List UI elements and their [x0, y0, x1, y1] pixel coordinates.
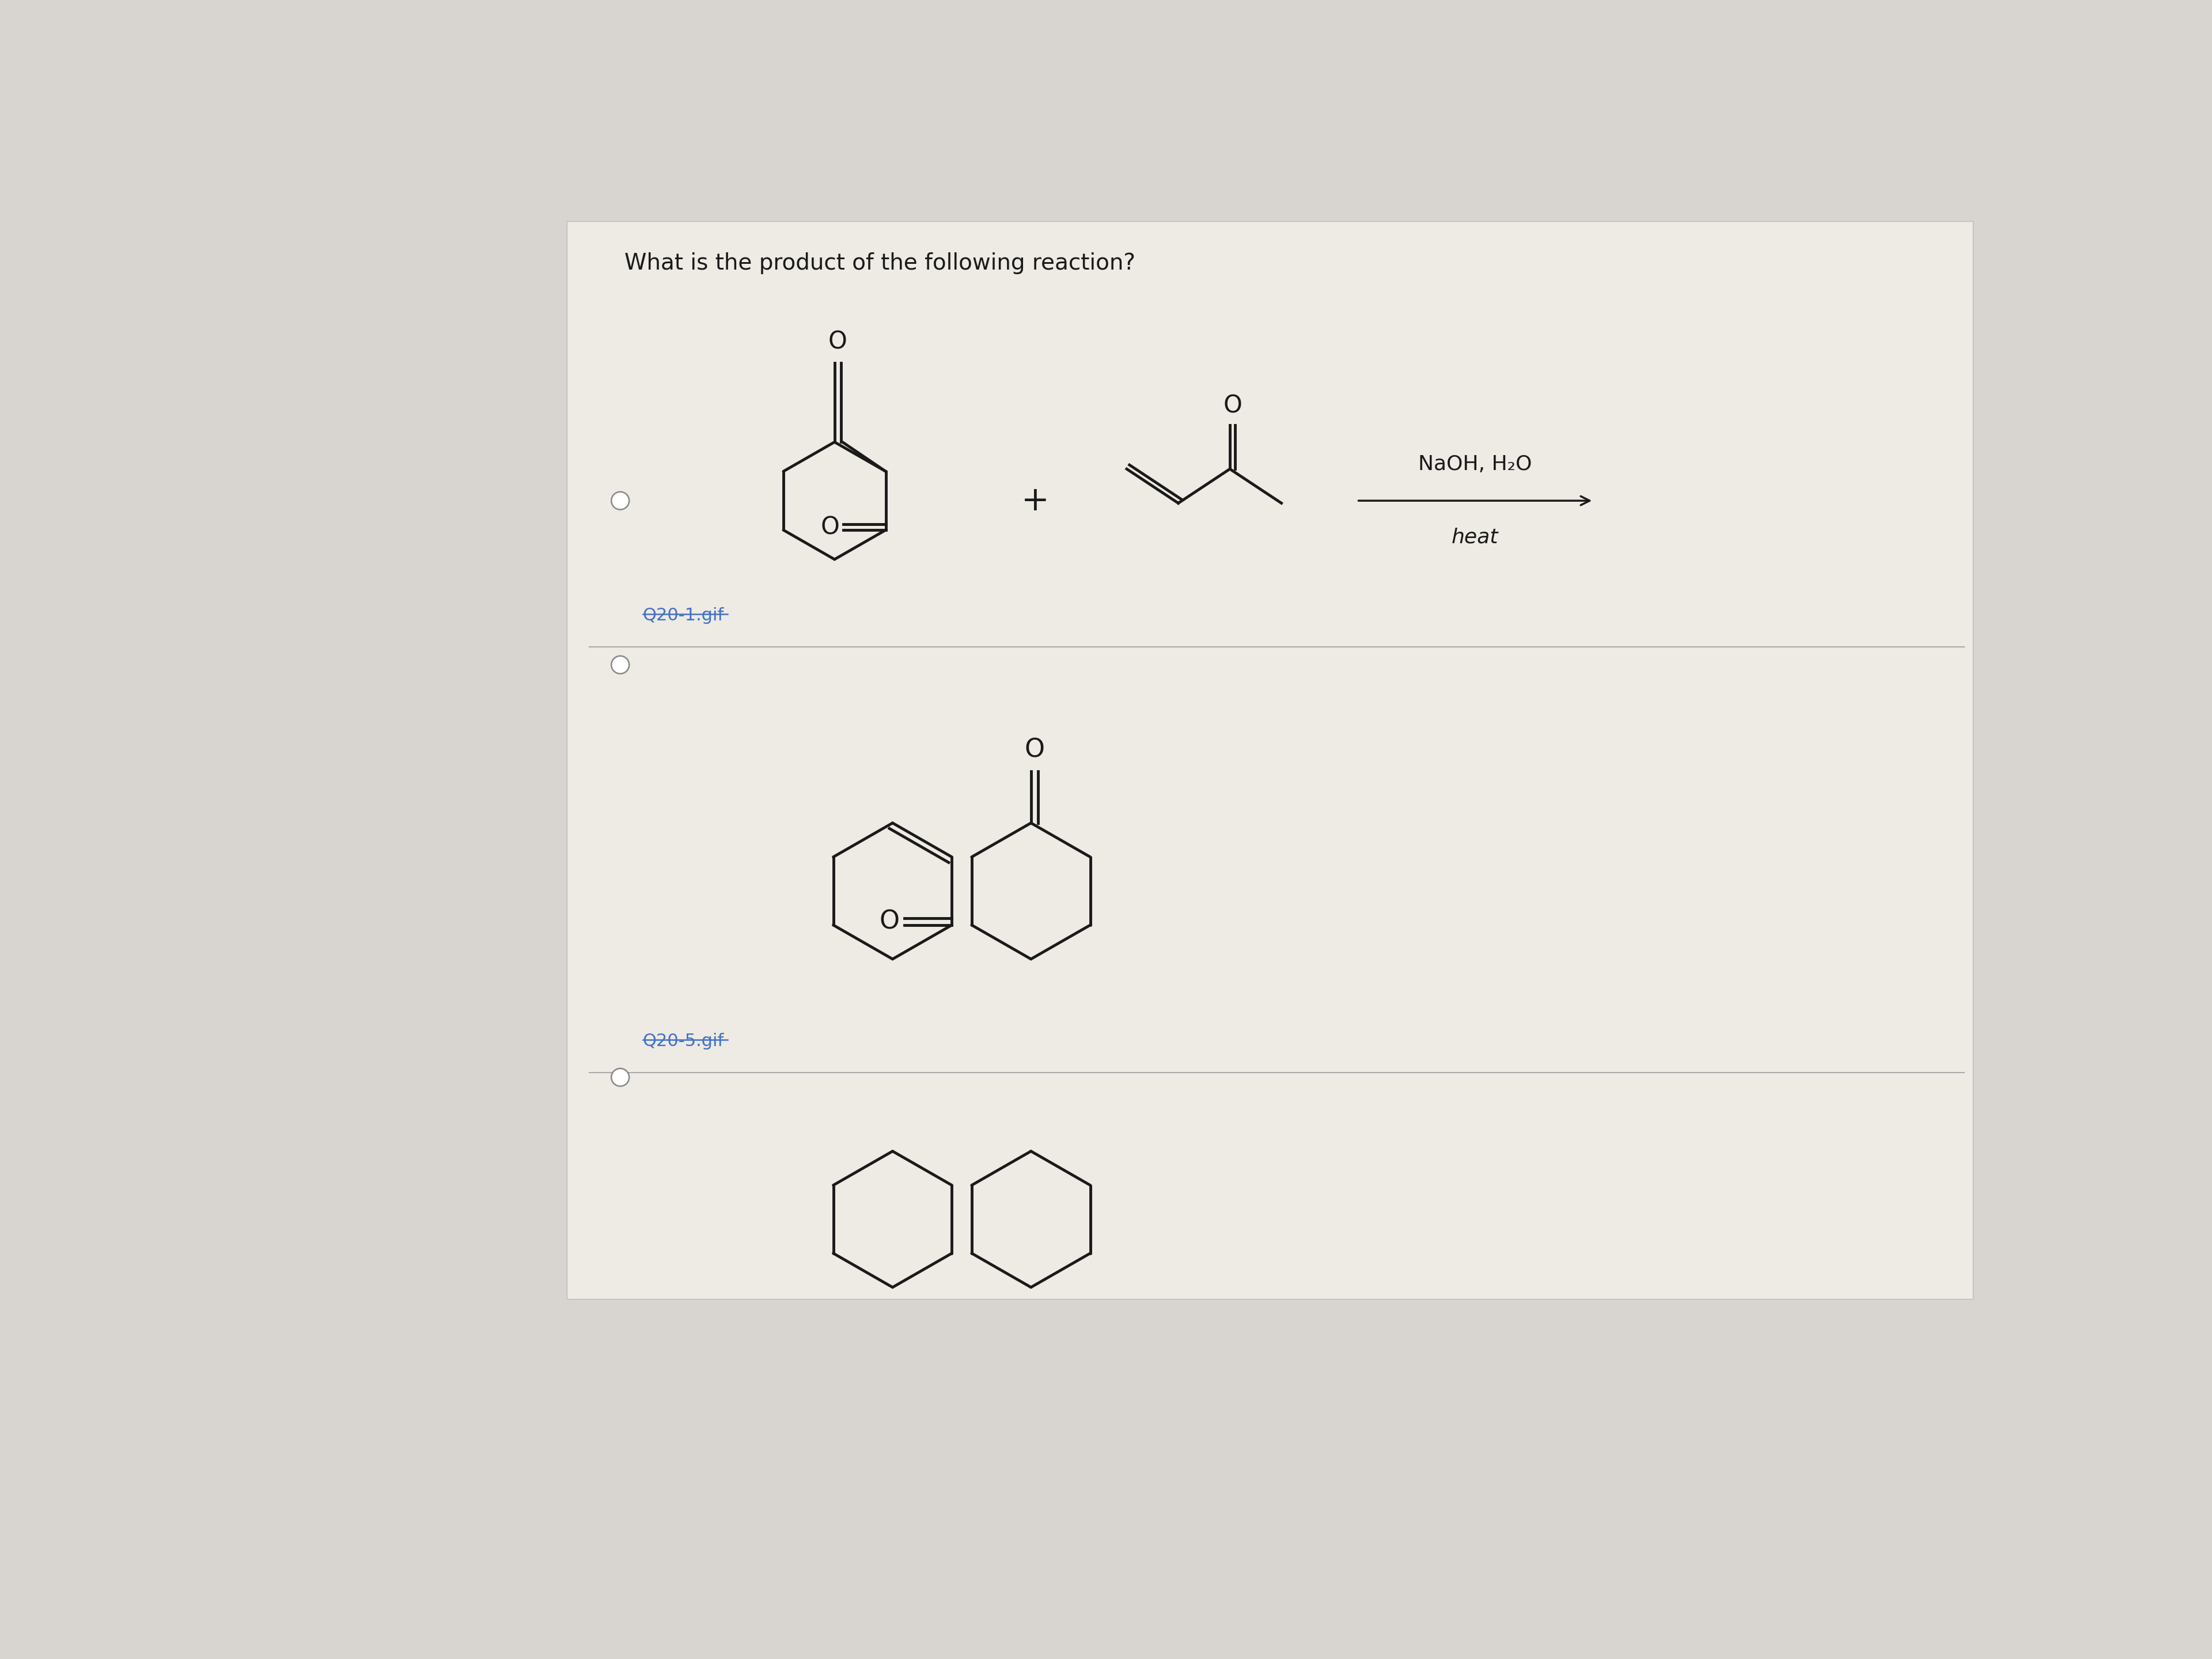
Text: O: O	[880, 909, 900, 934]
Text: +: +	[1022, 484, 1048, 518]
Text: heat: heat	[1451, 528, 1498, 547]
Text: O: O	[821, 516, 841, 539]
Text: O: O	[1024, 738, 1044, 763]
Circle shape	[611, 655, 628, 674]
Text: NaOH, H₂O: NaOH, H₂O	[1418, 455, 1533, 474]
Text: Q20-1.gif: Q20-1.gif	[641, 607, 723, 624]
Circle shape	[611, 1068, 628, 1087]
Text: O: O	[1223, 393, 1243, 418]
FancyBboxPatch shape	[566, 221, 1973, 1299]
Text: What is the product of the following reaction?: What is the product of the following rea…	[624, 252, 1135, 274]
Text: O: O	[827, 330, 847, 353]
Circle shape	[611, 491, 628, 509]
Text: Q20-5.gif: Q20-5.gif	[641, 1034, 723, 1050]
